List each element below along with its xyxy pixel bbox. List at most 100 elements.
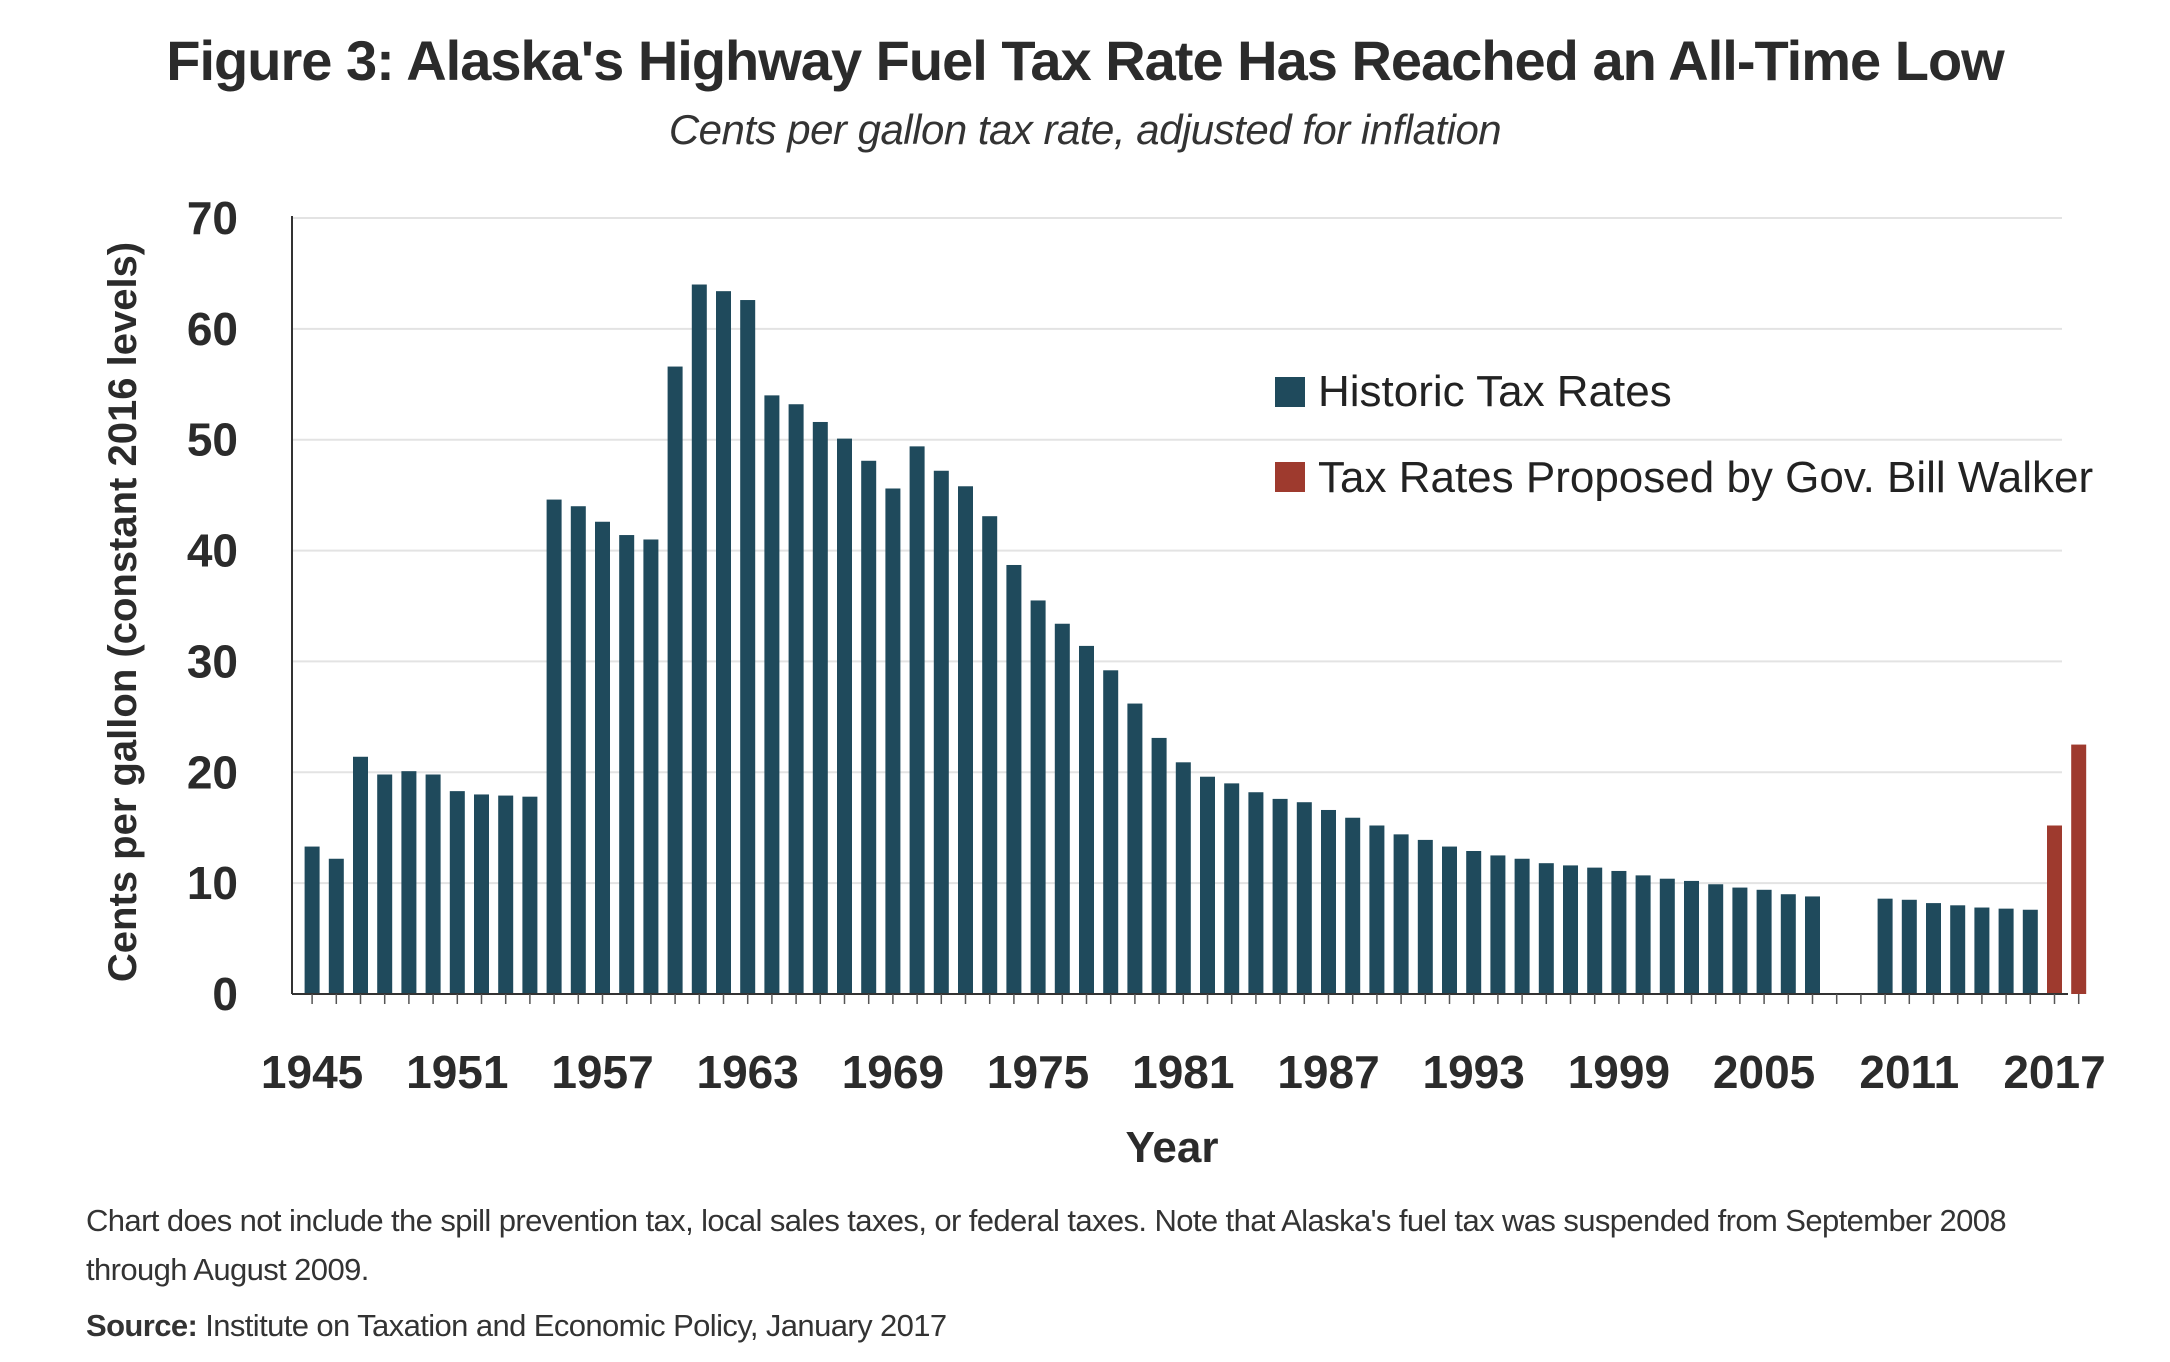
bar-historic: [619, 535, 635, 994]
bar-historic: [1732, 887, 1748, 994]
bar-historic: [353, 756, 368, 994]
bar-historic: [861, 460, 877, 995]
y-tick-label: 0: [212, 968, 238, 1020]
bar-historic: [1684, 880, 1699, 994]
bar-historic: [1998, 908, 2014, 994]
bar-historic: [449, 791, 465, 994]
bar-historic: [1538, 863, 1554, 994]
source-text: Institute on Taxation and Economic Polic…: [197, 1308, 947, 1343]
bar-historic: [1442, 846, 1457, 994]
legend-swatch-proposed: [1275, 462, 1305, 492]
bar-historic: [1756, 889, 1772, 994]
bar-historic: [909, 446, 925, 994]
x-tick-label: 1969: [842, 1046, 944, 1098]
bar-historic: [1587, 867, 1603, 994]
bar-historic: [1659, 878, 1675, 994]
bar-historic: [474, 794, 489, 994]
bar-historic: [1200, 776, 1215, 994]
y-tick-label: 30: [187, 635, 238, 687]
bar-historic: [1780, 894, 1796, 994]
bar-historic: [498, 795, 514, 994]
x-tick-label: 1951: [406, 1046, 508, 1098]
bar-historic: [788, 404, 804, 994]
x-tick-label: 1987: [1277, 1046, 1379, 1098]
bar-historic: [982, 516, 998, 994]
y-tick-labels: 0 10 20 30 40 50 60 70: [187, 192, 238, 1020]
bar-historic: [1103, 670, 1119, 994]
bar-historic: [1054, 623, 1070, 994]
bar-historic: [401, 771, 417, 994]
x-tick-label: 2005: [1713, 1046, 1815, 1098]
bar-historic: [1030, 600, 1046, 994]
bar-historic: [570, 506, 586, 994]
bar-historic: [1926, 903, 1941, 994]
bar-historic: [1514, 858, 1530, 994]
y-tick-label: 50: [187, 414, 238, 466]
bar-historic: [522, 796, 538, 994]
bar-historic: [1877, 898, 1893, 994]
chart-subtitle: Cents per gallon tax rate, adjusted for …: [668, 106, 1502, 153]
legend-label-historic: Historic Tax Rates: [1318, 367, 1672, 416]
bar-historic: [812, 421, 828, 994]
x-axis-label: Year: [1126, 1123, 1219, 1172]
y-axis-label: Cents per gallon (constant 2016 levels): [101, 242, 145, 982]
bar-historic: [740, 300, 756, 994]
bar-historic: [304, 846, 320, 994]
x-tick-label: 2011: [1859, 1046, 1959, 1098]
bar-historic: [716, 291, 731, 994]
bar-historic: [1635, 875, 1651, 994]
bar-historic: [595, 521, 610, 994]
x-tick-labels: 1945 1951 1957 1963 1969 1975 1981 1987 1993 1999…: [261, 1046, 2106, 1098]
bar-historic: [1708, 884, 1724, 994]
axes: [291, 216, 2080, 1004]
x-tick-label: 2017: [2003, 1046, 2105, 1098]
bar-historic: [1224, 783, 1240, 994]
source-line: Source: Institute on Taxation and Econom…: [86, 1308, 947, 1344]
bar-historic: [837, 438, 852, 994]
x-tick-label: 1945: [261, 1046, 363, 1098]
bar-historic: [1369, 825, 1385, 994]
bar-historic: [328, 858, 344, 994]
x-tick-label: 1993: [1423, 1046, 1525, 1098]
bars: [304, 284, 2087, 995]
legend: Historic Tax Rates Tax Rates Proposed by…: [1275, 367, 2093, 502]
bar-historic: [691, 284, 707, 994]
bar-historic: [2022, 909, 2038, 994]
bar-historic: [933, 470, 949, 994]
bar-historic: [1345, 817, 1361, 994]
bar-historic: [1611, 870, 1627, 994]
gridlines: [292, 217, 2062, 885]
bar-historic: [1296, 802, 1312, 994]
x-tick-label: 1957: [551, 1046, 653, 1098]
bar-historic: [1321, 809, 1336, 994]
bar-historic: [1175, 762, 1191, 994]
y-tick-label: 40: [187, 525, 238, 577]
bar-historic: [1151, 737, 1167, 994]
x-tick-label: 1975: [987, 1046, 1089, 1098]
chart-title: Figure 3: Alaska's Highway Fuel Tax Rate…: [166, 29, 2004, 92]
bar-historic: [958, 486, 973, 994]
source-label: Source:: [86, 1308, 198, 1343]
bar-chart: 0 10 20 30 40 50 60 70 1945 1951 1957 1963 1969 1975…: [101, 192, 2106, 1172]
x-tick-label: 1981: [1132, 1046, 1234, 1098]
bar-proposed: [2071, 744, 2087, 994]
y-tick-label: 70: [187, 192, 238, 244]
bar-historic: [1974, 907, 1990, 994]
bar-historic: [885, 488, 901, 994]
bar-historic: [1950, 905, 1966, 994]
bar-historic: [1272, 798, 1288, 994]
legend-swatch-historic: [1275, 377, 1305, 407]
bar-historic: [1127, 703, 1143, 994]
bar-historic: [643, 539, 659, 994]
bar-historic: [1248, 792, 1264, 994]
bar-historic: [1006, 564, 1022, 994]
bar-proposed: [2047, 825, 2062, 994]
y-tick-label: 10: [187, 857, 238, 909]
bar-historic: [425, 774, 441, 994]
x-tick-label: 1963: [697, 1046, 799, 1098]
footnote-line-2: through August 2009.: [86, 1252, 369, 1287]
bar-historic: [667, 366, 683, 994]
bar-historic: [764, 395, 780, 994]
bar-historic: [1417, 839, 1433, 994]
bar-historic: [377, 774, 393, 994]
